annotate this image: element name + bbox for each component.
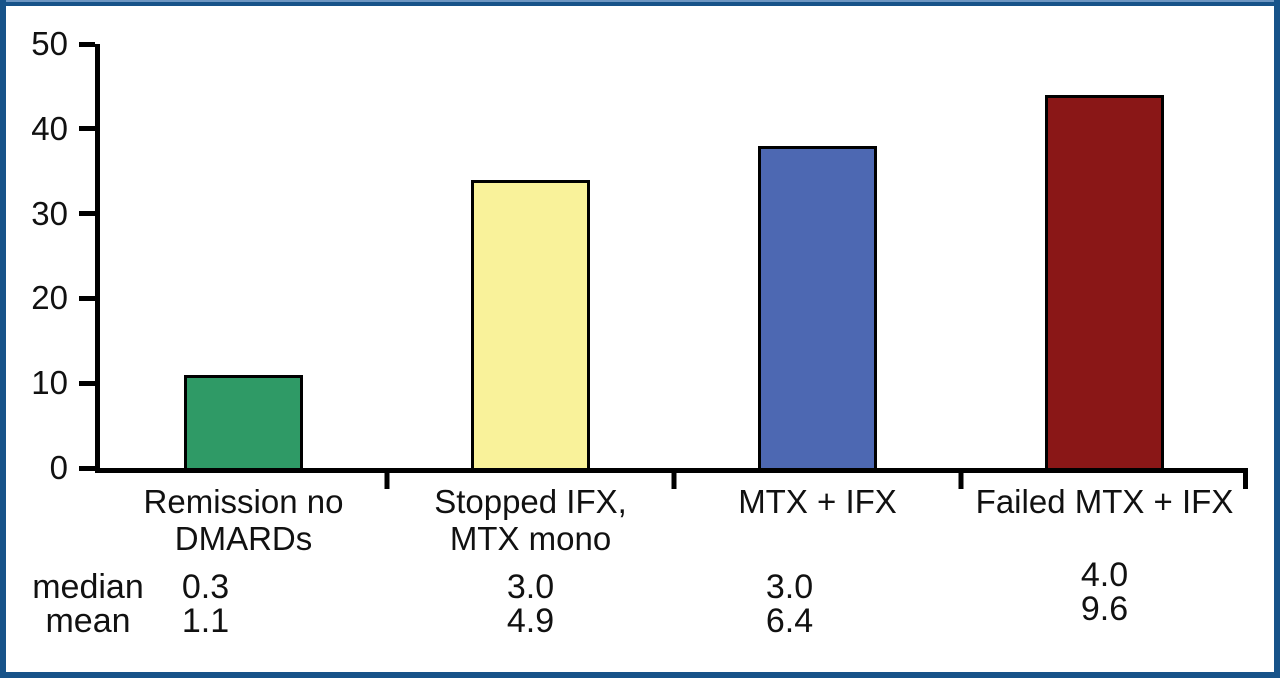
y-axis-tick-label-10: 10 [31, 364, 68, 402]
median-values: 0.3 3.0 3.0 4.0 [100, 557, 1248, 605]
mean-values: 1.1 4.9 6.4 9.6 [100, 591, 1248, 639]
category-label-failed-mtx-ifx: Failed MTX + IFX [975, 483, 1234, 520]
y-axis-tick-10 [79, 380, 95, 386]
bar-mtx-ifx [758, 145, 877, 468]
median-value-text: 0.3 [181, 568, 230, 606]
median-value-mtx-ifx: 3.0 [674, 569, 961, 605]
mean-row-label: mean [45, 602, 131, 640]
median-row-label: median [32, 568, 144, 606]
y-axis-tick-0 [79, 465, 95, 471]
plot-area: 0 10 20 30 40 50 [31, 26, 1248, 489]
median-row: median 0.3 3.0 3.0 4.0 [0, 557, 1280, 607]
mean-value-text: 1.1 [181, 602, 230, 640]
bar-slot-failed-mtx-ifx [961, 44, 1248, 468]
x-axis-tick-2 [671, 473, 677, 489]
mean-row: mean 1.1 4.9 6.4 9.6 [0, 591, 1280, 641]
mean-value-remission-no: 1.1 [100, 603, 387, 639]
bar-slot-mtx-ifx [674, 44, 961, 468]
median-value-text: 3.0 [506, 568, 555, 606]
median-value-text: 4.0 [1080, 556, 1129, 594]
category-labels: Remission no DMARDs Stopped IFX, MTX mono… [100, 483, 1248, 557]
y-axis-tick-label-0: 0 [49, 449, 68, 486]
y-axis-tick-50 [79, 41, 95, 47]
category-label-mtx-ifx: MTX + IFX [738, 483, 897, 520]
bar-slot-stopped-ifx [387, 44, 674, 468]
bar-failed-mtx-ifx [1045, 94, 1164, 468]
mean-value-text: 4.9 [506, 602, 555, 640]
bar-stopped-ifx [471, 179, 590, 468]
y-axis-tick-40 [79, 126, 95, 132]
category-label-remission-no: Remission no DMARDs [143, 483, 344, 557]
x-axis-tick-3 [958, 473, 964, 489]
median-value-stopped-ifx: 3.0 [387, 569, 674, 605]
mean-value-text: 9.6 [1080, 590, 1129, 628]
x-axis-tick-1 [384, 473, 390, 489]
bar-remission-no [184, 374, 303, 468]
mean-value-stopped-ifx: 4.9 [387, 603, 674, 639]
mean-value-failed-mtx-ifx: 9.6 [961, 591, 1248, 639]
x-axis-tick-4 [1243, 473, 1248, 489]
median-value-text: 3.0 [765, 568, 814, 606]
y-axis-tick-label-30: 30 [31, 194, 68, 232]
y-axis-tick-label-20: 20 [31, 279, 68, 317]
mean-value-mtx-ifx: 6.4 [674, 603, 961, 639]
y-axis-tick-30 [79, 211, 95, 217]
y-axis-tick-label-50: 50 [31, 25, 68, 62]
y-axis-tick-20 [79, 295, 95, 301]
y-axis-tick-label-40: 40 [31, 109, 68, 147]
category-label-stopped-ifx: Stopped IFX, MTX mono [434, 483, 627, 557]
median-value-remission-no: 0.3 [100, 569, 387, 605]
mean-value-text: 6.4 [765, 602, 814, 640]
bar-slot-remission-no [100, 44, 387, 468]
median-value-failed-mtx-ifx: 4.0 [961, 557, 1248, 605]
